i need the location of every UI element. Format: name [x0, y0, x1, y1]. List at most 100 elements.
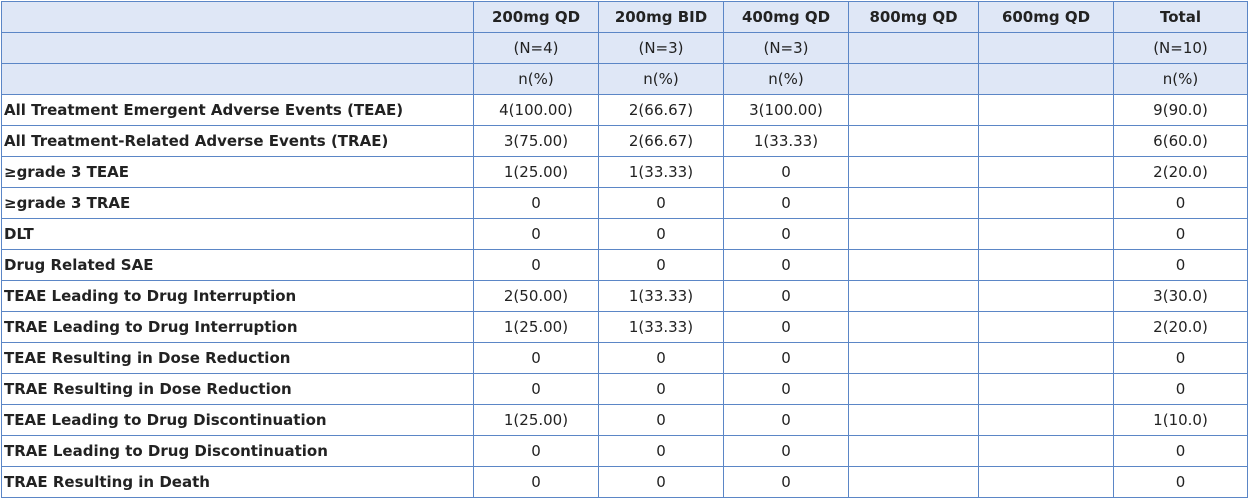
- data-cell: 0: [1113, 218, 1248, 250]
- data-cell: 1(33.33): [723, 125, 849, 157]
- data-cell: 0: [598, 466, 724, 498]
- sample-size-cell: [978, 32, 1114, 64]
- corner-cell: [1, 32, 474, 64]
- data-cell: 0: [723, 342, 849, 374]
- data-cell: 1(10.0): [1113, 404, 1248, 436]
- data-cell: 0: [598, 187, 724, 219]
- row-label: TRAE Resulting in Dose Reduction: [1, 373, 474, 405]
- data-cell: [848, 156, 979, 188]
- data-cell: 2(66.67): [598, 125, 724, 157]
- unit-cell: n(%): [473, 63, 599, 95]
- row-label: TRAE Leading to Drug Interruption: [1, 311, 474, 343]
- data-cell: 0: [1113, 373, 1248, 405]
- data-cell: [848, 249, 979, 281]
- row-label: All Treatment Emergent Adverse Events (T…: [1, 94, 474, 126]
- column-header: 400mg QD: [723, 1, 849, 33]
- data-cell: 1(33.33): [598, 311, 724, 343]
- data-cell: 0: [473, 218, 599, 250]
- data-row: All Treatment Emergent Adverse Events (T…: [1, 94, 1248, 126]
- data-cell: 0: [723, 311, 849, 343]
- data-cell: 0: [723, 435, 849, 467]
- data-cell: 0: [1113, 249, 1248, 281]
- row-label: TRAE Leading to Drug Discontinuation: [1, 435, 474, 467]
- data-row: TRAE Leading to Drug Interruption 1(25.00…: [1, 311, 1248, 343]
- header-row: 200mg QD 200mg BID 400mg QD 800mg QD 600mg Q…: [1, 1, 1248, 33]
- data-cell: [848, 187, 979, 219]
- row-label: TEAE Resulting in Dose Reduction: [1, 342, 474, 374]
- row-label: ≥grade 3 TEAE: [1, 156, 474, 188]
- sample-size-cell: (N=3): [598, 32, 724, 64]
- row-label: All Treatment-Related Adverse Events (TR…: [1, 125, 474, 157]
- data-cell: [978, 125, 1114, 157]
- row-label: ≥grade 3 TRAE: [1, 187, 474, 219]
- data-cell: [848, 435, 979, 467]
- data-cell: [978, 94, 1114, 126]
- data-cell: 0: [473, 466, 599, 498]
- data-row: DLT 0 0 0 0: [1, 218, 1248, 250]
- data-cell: 0: [598, 404, 724, 436]
- data-cell: 2(20.0): [1113, 156, 1248, 188]
- column-header: 800mg QD: [848, 1, 979, 33]
- data-cell: 0: [723, 156, 849, 188]
- data-cell: [978, 435, 1114, 467]
- data-cell: [848, 311, 979, 343]
- data-cell: 9(90.0): [1113, 94, 1248, 126]
- data-row: TRAE Leading to Drug Discontinuation 0 0 0 0: [1, 435, 1248, 467]
- data-cell: 0: [723, 404, 849, 436]
- data-row: ≥grade 3 TRAE 0 0 0 0: [1, 187, 1248, 219]
- sample-size-cell: (N=4): [473, 32, 599, 64]
- data-cell: 3(75.00): [473, 125, 599, 157]
- data-row: TRAE Resulting in Dose Reduction 0 0 0 0: [1, 373, 1248, 405]
- data-cell: 1(25.00): [473, 404, 599, 436]
- data-cell: [848, 125, 979, 157]
- data-cell: [978, 156, 1114, 188]
- data-cell: [848, 373, 979, 405]
- data-cell: 1(25.00): [473, 311, 599, 343]
- data-cell: 0: [473, 342, 599, 374]
- unit-cell: [978, 63, 1114, 95]
- data-cell: 3(30.0): [1113, 280, 1248, 312]
- row-label: TRAE Resulting in Death: [1, 466, 474, 498]
- data-cell: [978, 342, 1114, 374]
- column-header: 200mg BID: [598, 1, 724, 33]
- data-cell: 0: [598, 249, 724, 281]
- column-header: 600mg QD: [978, 1, 1114, 33]
- data-cell: [978, 311, 1114, 343]
- data-cell: 0: [598, 435, 724, 467]
- data-cell: 6(60.0): [1113, 125, 1248, 157]
- data-cell: 0: [723, 373, 849, 405]
- unit-cell: n(%): [1113, 63, 1248, 95]
- data-cell: [978, 466, 1114, 498]
- data-cell: 0: [723, 466, 849, 498]
- data-cell: [848, 280, 979, 312]
- data-cell: 0: [723, 249, 849, 281]
- sample-size-row: (N=4) (N=3) (N=3) (N=10): [1, 32, 1248, 64]
- data-cell: [978, 187, 1114, 219]
- sample-size-cell: (N=10): [1113, 32, 1248, 64]
- data-cell: [848, 342, 979, 374]
- data-cell: 0: [598, 218, 724, 250]
- data-cell: [978, 280, 1114, 312]
- data-cell: 3(100.00): [723, 94, 849, 126]
- unit-cell: n(%): [723, 63, 849, 95]
- data-row: All Treatment-Related Adverse Events (TR…: [1, 125, 1248, 157]
- data-row: Drug Related SAE 0 0 0 0: [1, 249, 1248, 281]
- data-cell: 0: [473, 435, 599, 467]
- column-header: 200mg QD: [473, 1, 599, 33]
- row-label: Drug Related SAE: [1, 249, 474, 281]
- data-cell: 0: [473, 187, 599, 219]
- data-cell: [848, 404, 979, 436]
- data-cell: 2(66.67): [598, 94, 724, 126]
- data-cell: 1(33.33): [598, 156, 724, 188]
- data-row: TEAE Leading to Drug Interruption 2(50.00…: [1, 280, 1248, 312]
- unit-cell: [848, 63, 979, 95]
- data-cell: 2(20.0): [1113, 311, 1248, 343]
- data-cell: [978, 249, 1114, 281]
- data-row: TEAE Resulting in Dose Reduction 0 0 0 0: [1, 342, 1248, 374]
- corner-cell: [1, 1, 474, 33]
- data-cell: 0: [598, 342, 724, 374]
- data-row: ≥grade 3 TEAE 1(25.00) 1(33.33) 0 2(20.0): [1, 156, 1248, 188]
- row-label: DLT: [1, 218, 474, 250]
